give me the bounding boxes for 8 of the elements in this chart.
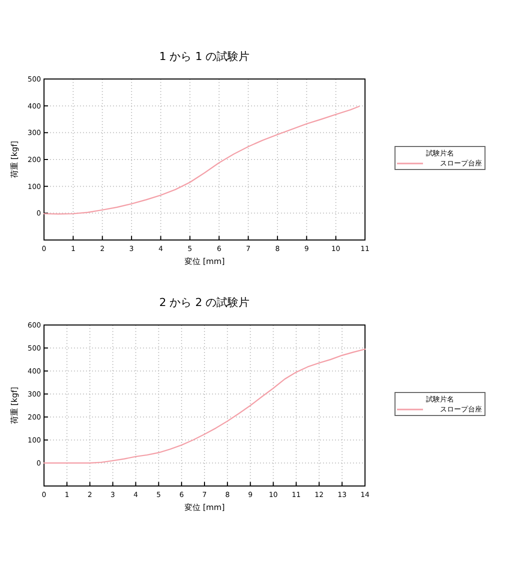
y-axis-title: 荷重 [kgf] (10, 386, 19, 424)
y-axis-title: 荷重 [kgf] (10, 140, 19, 178)
chart-title: 1 から 1 の試験片 (159, 50, 250, 63)
line-series (43, 348, 366, 464)
chart-title: 2 から 2 の試験片 (159, 296, 250, 309)
x-axis-title: 変位 [mm] (184, 503, 225, 512)
line-series (43, 106, 360, 215)
x-axis-title: 変位 [mm] (184, 257, 225, 266)
